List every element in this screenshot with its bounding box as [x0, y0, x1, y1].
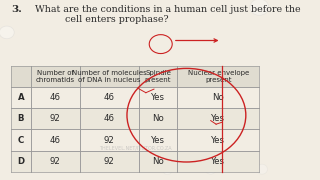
Bar	[11, 108, 31, 129]
Text: No: No	[152, 157, 164, 166]
Text: Yes: Yes	[151, 136, 165, 145]
Text: Yes: Yes	[151, 93, 165, 102]
Bar	[31, 151, 80, 172]
Ellipse shape	[250, 0, 269, 15]
Text: No: No	[212, 93, 224, 102]
Text: Number of
chromatids: Number of chromatids	[36, 70, 75, 83]
Bar	[177, 151, 259, 172]
Text: C: C	[18, 136, 24, 145]
Bar	[11, 66, 31, 87]
Bar	[80, 151, 139, 172]
Text: D: D	[17, 157, 25, 166]
Bar	[177, 129, 259, 151]
Ellipse shape	[230, 151, 246, 166]
Bar	[31, 66, 80, 87]
Text: 92: 92	[104, 157, 115, 166]
Bar	[11, 151, 31, 172]
Text: 46: 46	[104, 93, 115, 102]
Text: What are the conditions in a human cell just before the
          cell enters pr: What are the conditions in a human cell …	[35, 4, 301, 24]
Bar	[139, 87, 177, 108]
Bar	[80, 66, 139, 87]
Bar	[31, 108, 80, 129]
Text: B: B	[18, 114, 24, 123]
Text: Yes: Yes	[211, 114, 225, 123]
Text: Nuclear envelope
present: Nuclear envelope present	[188, 70, 249, 83]
Bar	[139, 151, 177, 172]
Bar	[139, 66, 177, 87]
Bar	[139, 129, 177, 151]
Text: 46: 46	[50, 93, 61, 102]
Text: Number of molecules
of DNA in nucleus: Number of molecules of DNA in nucleus	[72, 70, 147, 83]
Ellipse shape	[0, 26, 14, 39]
Bar	[177, 87, 259, 108]
Bar	[177, 108, 259, 129]
Bar	[11, 87, 31, 108]
Ellipse shape	[205, 164, 216, 174]
Text: 92: 92	[50, 157, 61, 166]
Bar	[80, 129, 139, 151]
Bar	[31, 87, 80, 108]
Bar	[11, 129, 31, 151]
Text: 46: 46	[104, 114, 115, 123]
Bar	[139, 108, 177, 129]
Text: A: A	[18, 93, 24, 102]
Text: THELEVEL.NET/ITUTOR.CO.ZA: THELEVEL.NET/ITUTOR.CO.ZA	[99, 145, 172, 150]
Text: 3.: 3.	[11, 5, 22, 14]
Bar	[80, 87, 139, 108]
Text: Yes: Yes	[211, 157, 225, 166]
Bar	[80, 108, 139, 129]
Text: 92: 92	[50, 114, 61, 123]
Text: Spindle
present: Spindle present	[145, 70, 171, 83]
Text: 92: 92	[104, 136, 115, 145]
Text: Yes: Yes	[211, 136, 225, 145]
Text: No: No	[152, 114, 164, 123]
Ellipse shape	[257, 164, 268, 174]
Ellipse shape	[164, 167, 172, 175]
Text: 46: 46	[50, 136, 61, 145]
Bar	[177, 66, 259, 87]
Bar	[31, 129, 80, 151]
